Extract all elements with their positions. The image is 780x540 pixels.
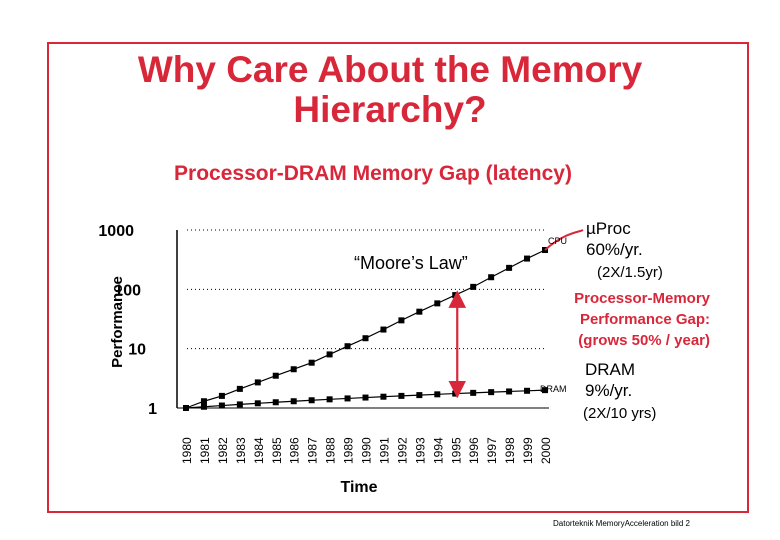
data-point-cpu <box>398 317 405 324</box>
data-point-dram <box>524 387 531 394</box>
x-tick-label: 1993 <box>413 437 427 464</box>
data-point-dram <box>218 402 225 409</box>
data-point-cpu <box>452 292 459 299</box>
data-point-cpu <box>488 274 495 281</box>
data-point-cpu <box>272 372 279 379</box>
data-point-dram <box>290 398 297 405</box>
x-tick-label: 1981 <box>198 437 212 464</box>
dram-series-tag: DRAM <box>540 384 567 394</box>
y-tick-label: 1000 <box>98 223 134 240</box>
x-tick-label: 1984 <box>252 437 266 464</box>
x-tick-label: 1988 <box>324 437 338 464</box>
x-tick-label: 1986 <box>288 437 302 464</box>
y-tick-label: 10 <box>128 342 146 359</box>
data-point-cpu <box>362 335 369 342</box>
data-point-cpu <box>524 255 531 262</box>
data-point-dram <box>452 390 459 397</box>
data-point-dram <box>236 401 243 408</box>
x-tick-label: 1997 <box>485 437 499 464</box>
data-point-cpu <box>308 359 315 366</box>
gap-label-line: Processor-Memory <box>574 290 711 307</box>
slide-title: Why Care About the Memory Hierarchy? <box>0 50 780 130</box>
gap-label-line: Performance Gap: <box>580 311 710 328</box>
y-tick-label: 1 <box>148 401 157 418</box>
data-point-cpu <box>470 283 477 290</box>
x-tick-label: 1991 <box>377 437 391 464</box>
data-point-cpu <box>506 264 513 271</box>
data-point-dram <box>272 399 279 406</box>
data-point-cpu <box>290 366 297 373</box>
data-point-dram <box>542 387 548 394</box>
y-axis-title: Performance <box>109 276 126 368</box>
data-point-dram <box>254 400 261 407</box>
data-point-dram <box>344 395 351 402</box>
x-tick-label: 1985 <box>270 437 284 464</box>
data-point-dram <box>183 405 189 411</box>
data-point-cpu <box>380 326 387 333</box>
x-tick-label: 1995 <box>449 437 463 464</box>
data-point-cpu <box>416 308 423 315</box>
data-point-cpu <box>434 300 441 307</box>
uproc-doubling-label: (2X/1.5yr) <box>597 264 663 281</box>
data-point-dram <box>326 396 333 403</box>
series-line-cpu <box>185 249 546 409</box>
data-point-dram <box>200 403 207 410</box>
x-tick-label: 1982 <box>216 437 230 464</box>
x-tick-label: 1990 <box>360 437 374 464</box>
x-tick-label: 1980 <box>180 437 194 464</box>
title-line-1: Why Care About the Memory <box>137 49 643 90</box>
cpu-series-tag: CPU <box>548 236 567 246</box>
moores-law-label: “Moore’s Law” <box>354 253 468 273</box>
uproc-rate-label: 60%/yr. <box>586 240 643 259</box>
data-point-dram <box>470 389 477 396</box>
gap-label-line: (grows 50% / year) <box>578 332 710 349</box>
x-tick-label: 1983 <box>234 437 248 464</box>
x-tick-label: 1992 <box>395 437 409 464</box>
data-point-dram <box>416 392 423 399</box>
dram-rate-label: 9%/yr. <box>585 381 632 400</box>
uproc-label: µProc <box>586 219 631 238</box>
data-point-cpu <box>254 379 261 386</box>
data-point-cpu <box>200 398 207 405</box>
data-point-cpu <box>344 343 351 350</box>
x-tick-label: 1989 <box>342 437 356 464</box>
y-tick-label: 100 <box>114 282 141 299</box>
data-point-dram <box>380 393 387 400</box>
data-point-cpu <box>236 385 243 392</box>
data-point-dram <box>308 397 315 404</box>
dram-doubling-label: (2X/10 yrs) <box>583 405 656 422</box>
x-tick-label: 1987 <box>306 437 320 464</box>
x-tick-label: 1998 <box>503 437 517 464</box>
x-tick-label: 1994 <box>431 437 445 464</box>
data-point-dram <box>488 389 495 396</box>
data-point-dram <box>362 394 369 401</box>
chart-subtitle: Processor-DRAM Memory Gap (latency) <box>174 162 572 185</box>
x-axis-title: Time <box>340 479 377 496</box>
data-point-cpu <box>326 351 333 358</box>
data-point-dram <box>434 391 441 398</box>
x-tick-label: 1999 <box>521 437 535 464</box>
footer-text: Datorteknik MemoryAcceleration bild 2 <box>553 519 690 528</box>
data-point-cpu <box>218 392 225 399</box>
data-point-dram <box>506 388 513 395</box>
title-line-2: Hierarchy? <box>293 89 487 130</box>
uproc-leader-curve <box>544 229 584 251</box>
data-point-dram <box>398 392 405 399</box>
dram-label: DRAM <box>585 360 635 379</box>
x-tick-label: 1996 <box>467 437 481 464</box>
slide-frame <box>47 42 749 513</box>
x-tick-label: 2000 <box>539 437 553 464</box>
